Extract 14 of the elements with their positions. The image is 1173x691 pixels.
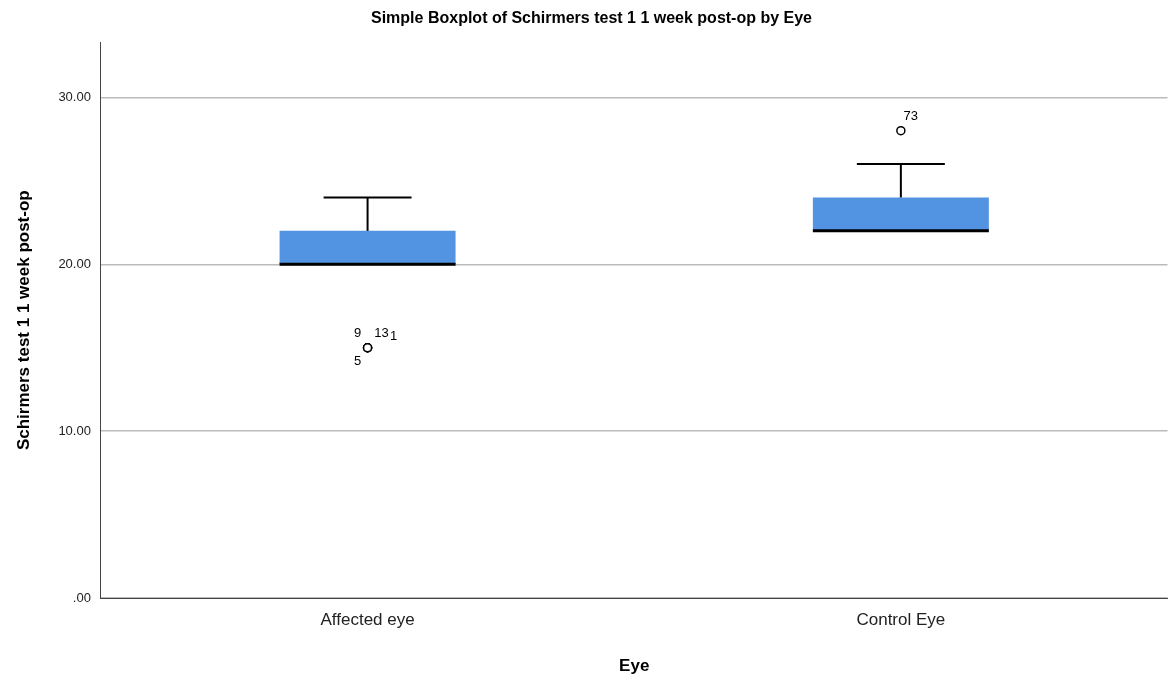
- x-tick-label: Control Eye: [856, 610, 946, 630]
- annotation: 1: [389, 328, 398, 344]
- y-tick-label: 10.00: [58, 422, 91, 438]
- annotation: 5: [353, 353, 362, 369]
- chart-title: Simple Boxplot of Schirmers test 1 1 week post-op by Eye: [370, 9, 813, 27]
- y-tick-label: 30.00: [58, 88, 91, 104]
- annotation: 13: [374, 325, 389, 341]
- annotation: 9: [353, 325, 362, 341]
- annotation: 73: [903, 108, 919, 124]
- y-tick-label: .00: [72, 589, 91, 605]
- x-axis-title: Eye: [619, 656, 650, 676]
- x-tick-label: Affected eye: [320, 610, 415, 630]
- y-axis-title: Schirmers test 1 1 week post-op: [13, 190, 33, 451]
- y-tick-label: 20.00: [58, 255, 91, 271]
